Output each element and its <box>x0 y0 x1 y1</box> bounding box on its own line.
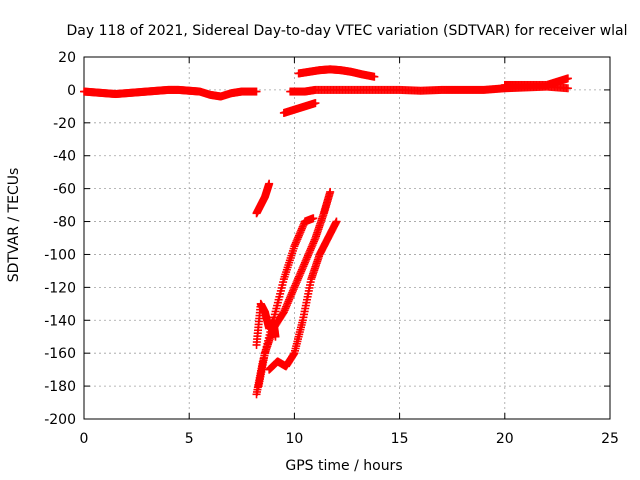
data-point-marker <box>563 84 572 93</box>
data-series <box>265 217 341 374</box>
y-tick-label: 0 <box>67 83 76 99</box>
data-series <box>80 85 261 101</box>
data-series <box>500 74 572 89</box>
y-tick-label: -140 <box>44 313 76 329</box>
y-tick-label: -180 <box>44 379 76 395</box>
data-point-marker <box>332 217 341 226</box>
y-tick-label: -80 <box>53 215 76 231</box>
chart-title: Day 118 of 2021, Sidereal Day-to-day VTE… <box>66 23 627 39</box>
data-series <box>294 65 379 81</box>
y-tick-label: -160 <box>44 346 76 362</box>
y-tick-label: 20 <box>58 50 76 66</box>
y-tick-label: -120 <box>44 280 76 296</box>
x-tick-label: 5 <box>185 431 194 447</box>
data-point-marker <box>563 74 572 83</box>
data-series-group <box>80 65 572 399</box>
y-tick-label: -20 <box>53 116 76 132</box>
x-tick-label: 25 <box>601 431 619 447</box>
data-series <box>279 99 320 117</box>
x-axis-label: GPS time / hours <box>285 458 402 474</box>
data-series <box>252 299 280 349</box>
data-point-marker <box>265 179 274 188</box>
grid <box>84 57 610 419</box>
data-point-marker <box>309 214 318 223</box>
x-tick-label: 0 <box>80 431 89 447</box>
data-point-marker <box>252 87 261 96</box>
data-point-marker <box>326 187 335 196</box>
x-tick-label: 20 <box>496 431 514 447</box>
y-tick-label: -100 <box>44 247 76 263</box>
plot-frame <box>83 56 611 420</box>
y-axis-label: SDTVAR / TECUs <box>6 168 22 283</box>
data-point-marker <box>370 72 379 81</box>
y-tick-label: -40 <box>53 149 76 165</box>
y-tick-label: -60 <box>53 182 76 198</box>
x-tick-label: 15 <box>391 431 409 447</box>
data-point-marker <box>311 99 320 108</box>
y-tick-label: -200 <box>44 412 76 428</box>
axis-ticks: 200-20-40-60-80-100-120-140-160-180-2000… <box>44 50 619 447</box>
x-tick-label: 10 <box>285 431 303 447</box>
data-point-marker <box>271 332 280 341</box>
data-series <box>252 179 274 218</box>
